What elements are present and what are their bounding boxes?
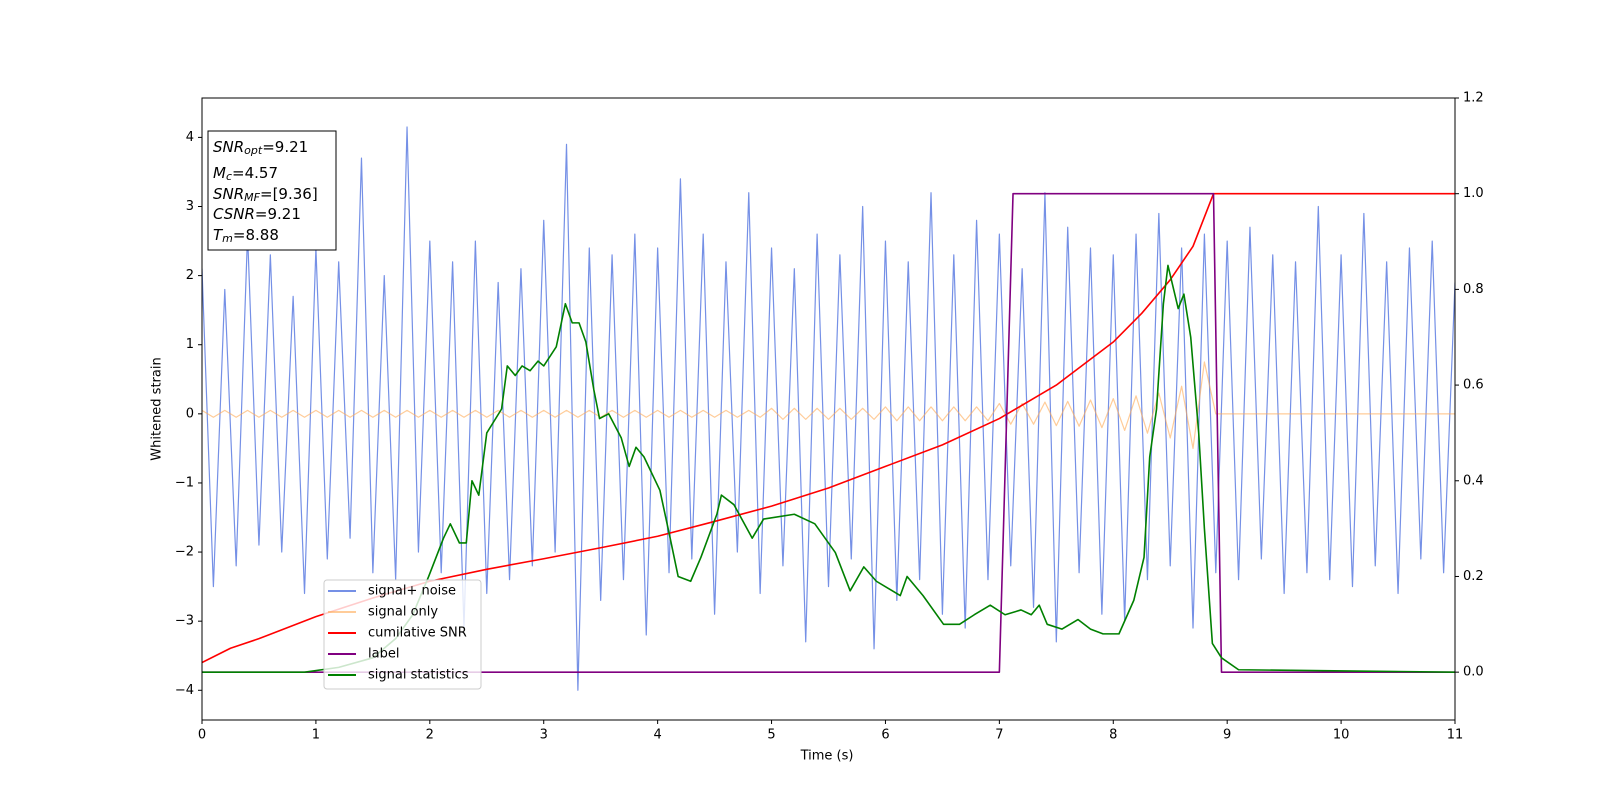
legend-label: signal statistics — [368, 668, 469, 683]
y-tick-label: −2 — [175, 545, 194, 560]
legend-label: cumilative SNR — [368, 626, 467, 641]
annotation-symbol: M — [213, 164, 226, 182]
annotation-symbol: SNR — [213, 185, 244, 203]
y-tick-label: 4 — [186, 130, 194, 145]
annotation-symbol: CSNR — [213, 205, 255, 223]
y-axis-label: Whitened strain — [150, 357, 165, 460]
annotation-box — [207, 130, 337, 251]
y2-tick-label: 0.6 — [1463, 378, 1484, 393]
x-tick-label: 10 — [1333, 728, 1350, 743]
annotation-line: CSNR=9.21 — [213, 205, 301, 223]
y2-tick-label: 0.2 — [1463, 569, 1484, 584]
annotation: SNRopt=9.21Mc=4.57SNRMF=[9.36]CSNR=9.21T… — [207, 130, 337, 251]
x-tick-label: 9 — [1223, 728, 1231, 743]
x-tick-label: 8 — [1109, 728, 1117, 743]
annotation-subscript: MF — [244, 191, 260, 204]
series-line — [202, 192, 1455, 673]
series-line — [202, 126, 1455, 691]
x-tick-label: 4 — [653, 728, 661, 743]
y2-tick-label: 1.0 — [1463, 186, 1484, 201]
annotation-text: =9.21 — [262, 138, 308, 156]
series-line — [202, 264, 1455, 673]
y2-tick-label: 0.0 — [1463, 665, 1484, 680]
plot-frame — [201, 97, 1456, 721]
y2-tick-label: 0.4 — [1463, 473, 1484, 488]
x-tick-label: 0 — [198, 728, 206, 743]
annotation-text: =9.21 — [255, 205, 301, 223]
x-tick-label: 6 — [881, 728, 889, 743]
x-tick-label: 11 — [1447, 728, 1464, 743]
x-tick-label: 5 — [767, 728, 775, 743]
x-axis-label: Time (s) — [800, 749, 854, 764]
legend-box — [323, 579, 482, 690]
annotation-text: =4.57 — [232, 164, 278, 182]
legend-label: label — [368, 647, 399, 662]
annotation-line: Tm=8.88 — [213, 226, 279, 246]
annotation-symbol: T — [213, 226, 224, 244]
y-tick-label: −4 — [175, 683, 194, 698]
legend-label: signal+ noise — [368, 584, 456, 599]
series-line — [202, 361, 1455, 449]
x-tick-label: 2 — [426, 728, 434, 743]
annotation-line: SNRopt=9.21 — [213, 138, 308, 158]
annotation-subscript: m — [222, 232, 233, 245]
annotation-symbol: SNR — [213, 138, 244, 156]
y-tick-label: 3 — [186, 199, 194, 214]
annotation-subscript: c — [226, 170, 232, 183]
y-tick-label: −1 — [175, 475, 194, 490]
x-tick-label: 3 — [540, 728, 548, 743]
legend-label: signal only — [368, 605, 438, 620]
y-tick-label: 0 — [186, 406, 194, 421]
annotation-line: SNRMF=[9.36] — [213, 185, 318, 205]
y2-tick-label: 1.2 — [1463, 91, 1484, 106]
y-tick-label: 2 — [186, 268, 194, 283]
annotation-line: Mc=4.57 — [213, 164, 278, 184]
x-tick-label: 7 — [995, 728, 1003, 743]
legend: signal+ noise signal only cumilative SNR la… — [323, 579, 482, 690]
y2-tick-label: 0.8 — [1463, 282, 1484, 297]
y-tick-label: 1 — [186, 337, 194, 352]
y-tick-label: −3 — [175, 614, 194, 629]
annotation-text: =[9.36] — [260, 185, 318, 203]
annotation-text: =8.88 — [233, 226, 279, 244]
annotation-subscript: opt — [244, 144, 263, 157]
x-tick-label: 1 — [312, 728, 320, 743]
